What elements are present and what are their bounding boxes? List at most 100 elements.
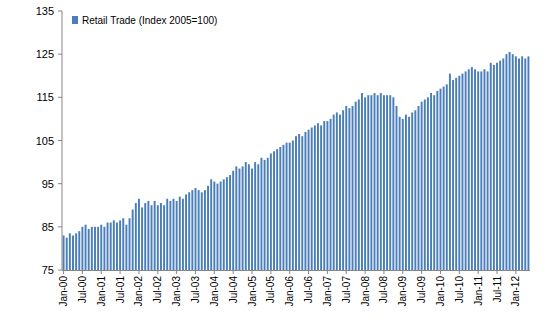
bar xyxy=(198,190,200,270)
bar xyxy=(210,179,212,270)
bar xyxy=(433,95,435,270)
bar xyxy=(333,115,335,270)
bar xyxy=(370,95,372,270)
y-tick xyxy=(58,11,62,12)
bar xyxy=(405,115,407,270)
bar xyxy=(480,71,482,270)
x-tick-label: Jan-06 xyxy=(284,276,295,307)
bar xyxy=(238,169,240,270)
x-tick-label: Jan-01 xyxy=(96,276,107,307)
bar xyxy=(220,182,222,270)
x-tick-label: Jan-10 xyxy=(435,276,446,307)
bar xyxy=(270,153,272,270)
x-tick xyxy=(421,270,422,274)
y-tick-label: 125 xyxy=(36,48,54,60)
y-tick xyxy=(58,183,62,184)
bar xyxy=(147,201,149,270)
bar xyxy=(505,54,507,270)
bar xyxy=(94,227,96,270)
bar xyxy=(355,102,357,270)
bar xyxy=(521,56,523,270)
bar xyxy=(471,67,473,270)
bar xyxy=(314,125,316,270)
bar xyxy=(151,205,153,270)
bar xyxy=(295,136,297,270)
x-tick-label: Jan-00 xyxy=(58,276,69,307)
bar xyxy=(465,71,467,270)
y-tick xyxy=(58,226,62,227)
bar xyxy=(411,112,413,270)
bar xyxy=(490,63,492,270)
x-tick xyxy=(515,270,516,274)
y-tick-label: 95 xyxy=(42,178,54,190)
x-tick-label: Jul-08 xyxy=(378,276,389,304)
bar xyxy=(440,89,442,270)
bar xyxy=(389,95,391,270)
bar xyxy=(188,192,190,270)
bar xyxy=(273,151,275,270)
bar xyxy=(81,227,83,270)
bar xyxy=(330,119,332,270)
bar xyxy=(452,80,454,270)
bar xyxy=(141,207,143,270)
bar xyxy=(135,203,137,270)
bar xyxy=(110,223,112,270)
bar xyxy=(113,220,115,270)
x-tick xyxy=(365,270,366,274)
bar xyxy=(232,171,234,270)
bar xyxy=(179,197,181,270)
bar xyxy=(487,71,489,270)
x-tick xyxy=(327,270,328,274)
bar xyxy=(169,201,171,270)
bar xyxy=(289,143,291,270)
y-tick xyxy=(58,54,62,55)
bar xyxy=(408,117,410,270)
bar xyxy=(276,149,278,270)
bar xyxy=(527,56,529,270)
bar xyxy=(207,186,209,270)
bar xyxy=(515,56,517,270)
bar xyxy=(361,93,363,270)
x-tick-label: Jul-01 xyxy=(115,276,126,304)
bar xyxy=(518,58,520,270)
bar xyxy=(455,78,457,270)
x-tick xyxy=(120,270,121,274)
bar xyxy=(496,63,498,270)
bar xyxy=(195,188,197,270)
bar xyxy=(348,108,350,270)
bar xyxy=(119,220,121,270)
bar xyxy=(414,110,416,270)
bar xyxy=(427,97,429,270)
bar xyxy=(458,76,460,270)
bar xyxy=(358,99,360,270)
bar xyxy=(191,190,193,270)
bar xyxy=(85,225,87,270)
bar xyxy=(326,121,328,270)
bar xyxy=(157,205,159,270)
bar xyxy=(396,106,398,270)
bar xyxy=(229,175,231,270)
bar xyxy=(474,69,476,270)
x-tick xyxy=(308,270,309,274)
bar xyxy=(257,164,259,270)
bar xyxy=(336,112,338,270)
bars xyxy=(63,52,530,270)
bar xyxy=(88,229,90,270)
bar xyxy=(311,128,313,270)
x-tick-label: Jul-11 xyxy=(492,276,503,303)
y-tick xyxy=(58,270,62,271)
x-tick xyxy=(63,270,64,274)
x-tick xyxy=(346,270,347,274)
x-tick xyxy=(252,270,253,274)
x-tick-label: Jul-00 xyxy=(77,276,88,304)
x-tick xyxy=(233,270,234,274)
bar xyxy=(185,194,187,270)
bar xyxy=(308,130,310,270)
bar xyxy=(367,95,369,270)
y-tick-label: 75 xyxy=(42,264,54,276)
bar xyxy=(254,162,256,270)
bar xyxy=(430,93,432,270)
bar xyxy=(424,99,426,270)
bar xyxy=(72,235,74,270)
x-tick xyxy=(497,270,498,274)
